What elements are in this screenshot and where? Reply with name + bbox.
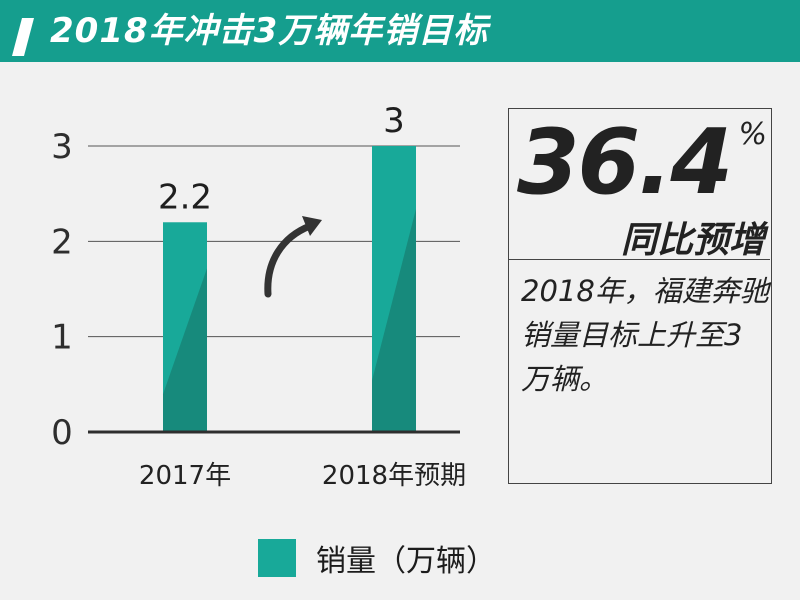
- banner-stripe-decoration: [12, 18, 34, 56]
- banner-shape: [0, 0, 800, 62]
- y-tick-label: 1: [51, 318, 73, 358]
- stat-callout-box: 36.4 % 同比预增 2018年，福建奔驰销量目标上升至3万辆。: [508, 108, 772, 484]
- growth-percentage: 36.4: [516, 110, 733, 215]
- banner-background: [0, 0, 800, 62]
- bar-value-label: 2.2: [158, 177, 212, 217]
- bars: [163, 146, 416, 432]
- category-label: 2018年预期: [322, 461, 466, 491]
- stat-divider: [509, 259, 770, 260]
- percent-sign: %: [738, 117, 767, 152]
- bar-shade: [372, 208, 416, 432]
- x-axis-labels: 2017年 2018年预期: [139, 461, 466, 491]
- legend-swatch: [258, 539, 296, 577]
- legend-label: 销量（万辆）: [316, 544, 496, 579]
- stat-description: 2018年，福建奔驰销量目标上升至3万辆。: [521, 274, 769, 396]
- title-banner: 2018年冲击3万辆年销目标: [0, 0, 800, 62]
- bar-shade: [163, 268, 207, 432]
- curved-arrow-icon: [264, 222, 314, 298]
- y-tick-label: 2: [51, 222, 73, 262]
- y-tick-label: 0: [51, 413, 73, 453]
- chart-legend: 销量（万辆）: [258, 538, 496, 579]
- y-axis-ticks: 0 1 2 3: [51, 127, 73, 453]
- y-tick-label: 3: [51, 127, 73, 167]
- banner-title: 2018年冲击3万辆年销目标: [50, 11, 489, 51]
- growth-caption: 同比预增: [620, 220, 765, 261]
- bar-value-label: 3: [383, 101, 405, 141]
- arrow-head-icon: [302, 216, 322, 236]
- value-labels: 2.23: [158, 101, 405, 217]
- category-label: 2017年: [139, 461, 231, 491]
